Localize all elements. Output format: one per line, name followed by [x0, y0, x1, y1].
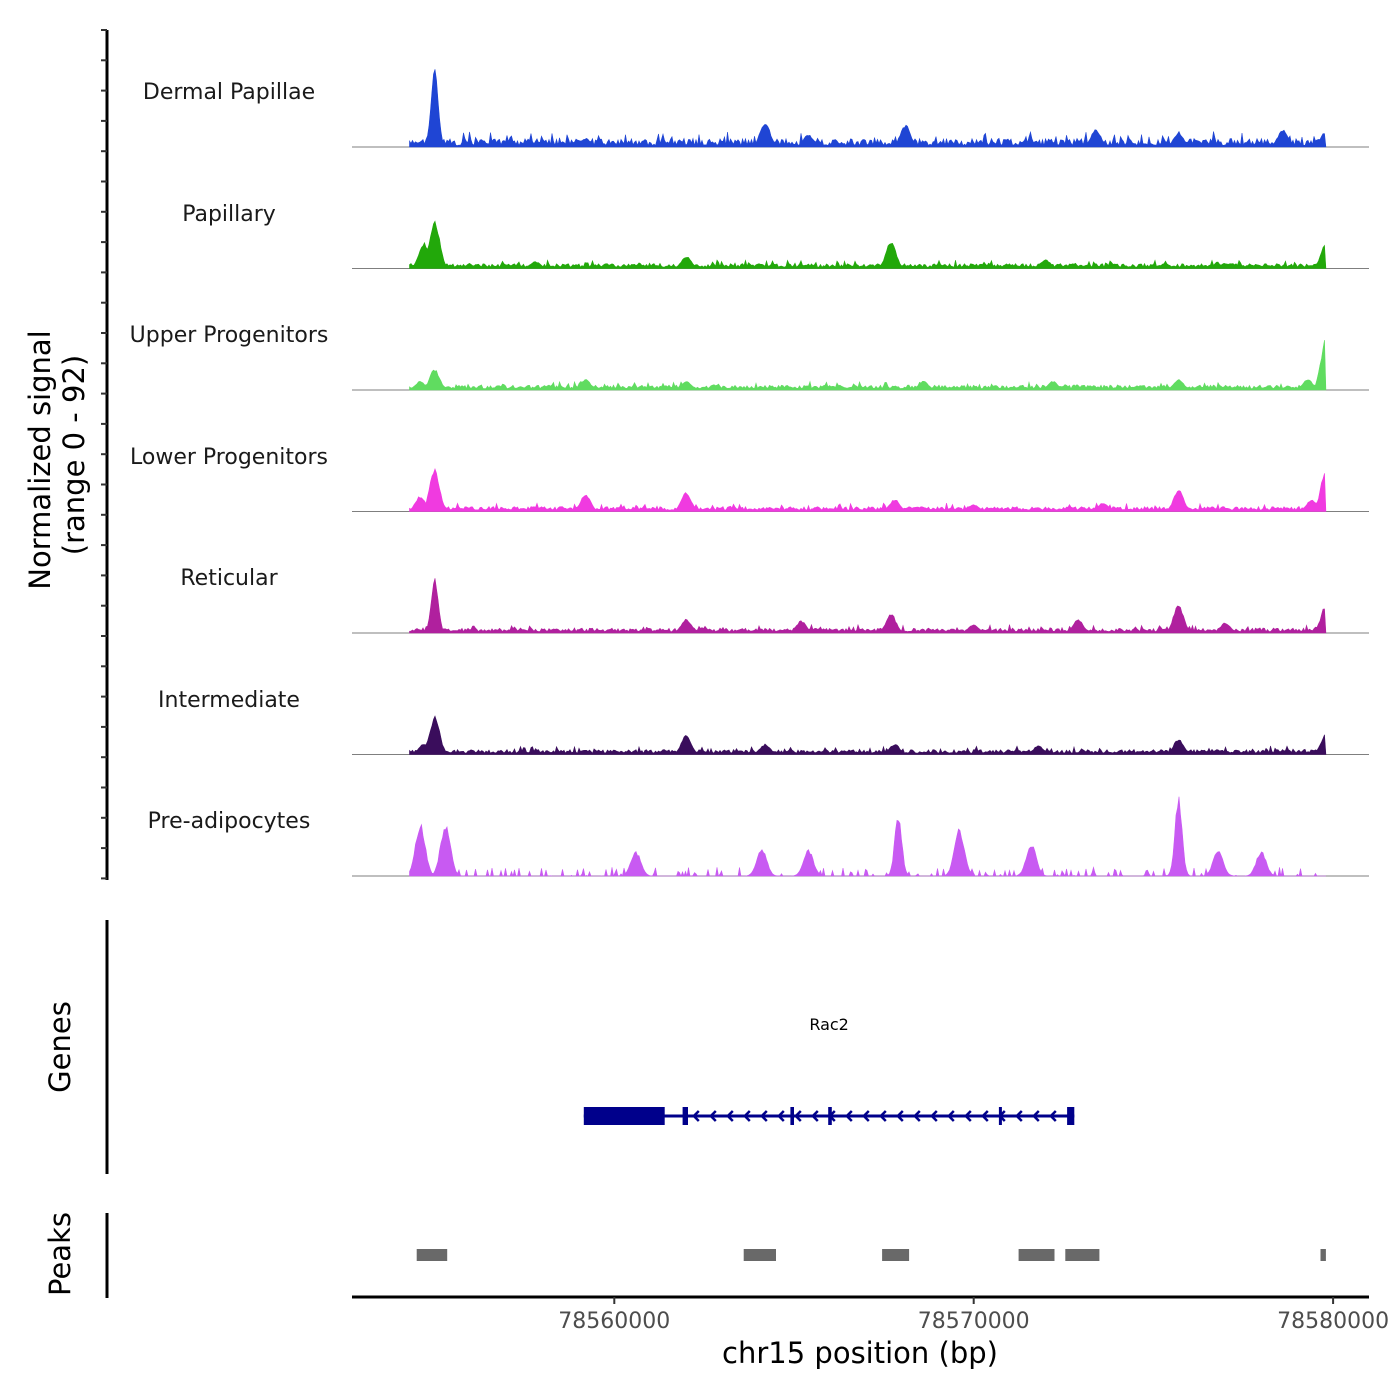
strand-arrow — [1049, 1110, 1057, 1122]
peak-region — [882, 1249, 910, 1261]
track-label-pre-adipocytes: Pre-adipocytes — [148, 809, 311, 834]
coverage-track — [352, 796, 1369, 878]
coverage-y-ticks — [101, 29, 107, 880]
coverage-y-axis — [101, 29, 109, 880]
peak-region — [416, 1249, 448, 1261]
strand-arrow — [692, 1110, 700, 1122]
strand-arrow — [1015, 1110, 1023, 1122]
track-label-reticular: Reticular — [180, 566, 278, 591]
strand-arrow — [811, 1110, 819, 1122]
y-axis-title-line2: (range 0 - 92) — [57, 355, 91, 555]
coverage-area — [409, 578, 1327, 634]
coverage-area — [409, 220, 1327, 269]
strand-arrow — [913, 1110, 921, 1122]
gene-name-label: Rac2 — [809, 1015, 849, 1034]
strand-arrow — [879, 1110, 887, 1122]
gene-exon — [1067, 1107, 1075, 1125]
strand-arrow — [726, 1110, 734, 1122]
peak-region — [743, 1249, 776, 1261]
track-label-dermal-papillae: Dermal Papillae — [143, 80, 315, 105]
x-axis-tick-label: 78580000 — [1277, 1309, 1389, 1334]
strand-arrow — [845, 1110, 853, 1122]
peak-region — [1018, 1249, 1055, 1261]
strand-arrow — [794, 1110, 802, 1122]
strand-arrow — [777, 1110, 785, 1122]
strand-arrow — [964, 1110, 972, 1122]
coverage-area — [409, 340, 1327, 391]
coverage-track — [352, 220, 1369, 269]
coverage-area — [409, 69, 1327, 148]
strand-arrow — [981, 1110, 989, 1122]
gene-exon — [790, 1107, 794, 1125]
coverage-area — [409, 715, 1327, 755]
x-axis-tick-label: 78570000 — [918, 1309, 1030, 1334]
x-axis-ticks: 78560000 78570000 78580000 — [558, 1297, 1389, 1334]
gene-exon — [828, 1107, 832, 1125]
strand-arrow — [930, 1110, 938, 1122]
strand-arrow — [896, 1110, 904, 1122]
peaks-panel-title: Peaks — [43, 1212, 77, 1296]
peak-region — [1065, 1249, 1100, 1261]
coverage-track — [352, 340, 1369, 391]
x-axis-tick-label: 78560000 — [558, 1309, 670, 1334]
gene-exon — [583, 1107, 665, 1125]
strand-arrow — [862, 1110, 870, 1122]
genes-panel-title: Genes — [43, 1001, 77, 1093]
coverage-track — [352, 578, 1369, 634]
track-label-lower-progenitors: Lower Progenitors — [130, 445, 328, 470]
coverage-tracks — [352, 69, 1369, 878]
coverage-track — [352, 467, 1369, 512]
gene-exon — [682, 1107, 688, 1125]
coverage-track — [352, 69, 1369, 148]
peak-regions — [416, 1249, 1326, 1261]
strand-arrow — [709, 1110, 717, 1122]
gene-model — [583, 1107, 1075, 1125]
x-axis-title: chr15 position (bp) — [722, 1336, 998, 1370]
coverage-area — [409, 796, 1326, 878]
gene-exon — [998, 1107, 1002, 1125]
strand-arrow — [1032, 1110, 1040, 1122]
y-axis-title-line1: Normalized signal — [23, 330, 57, 589]
track-label-upper-progenitors: Upper Progenitors — [130, 323, 329, 348]
peak-region — [1320, 1249, 1326, 1261]
track-label-intermediate: Intermediate — [158, 688, 300, 713]
coverage-track — [352, 715, 1369, 755]
strand-arrow — [760, 1110, 768, 1122]
coverage-area — [409, 467, 1327, 512]
strand-arrow — [947, 1110, 955, 1122]
strand-arrow — [743, 1110, 751, 1122]
track-label-papillary: Papillary — [182, 202, 276, 227]
